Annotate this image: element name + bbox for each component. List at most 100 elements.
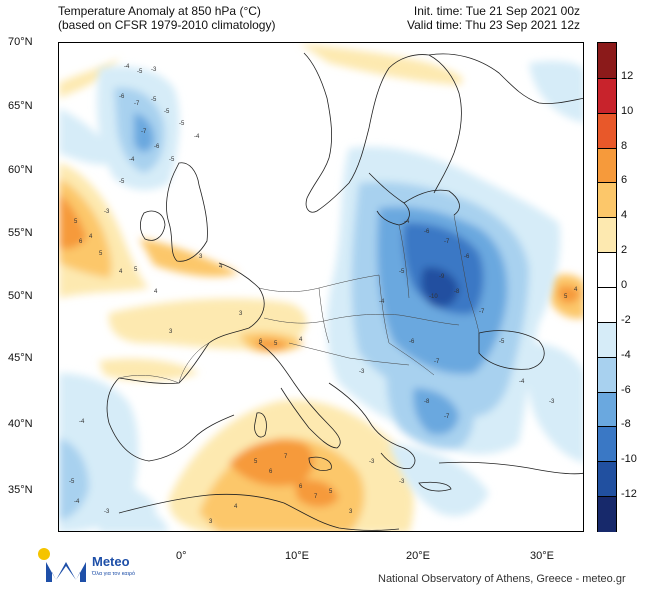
colorbar-segment <box>598 182 616 219</box>
contour-label: -5 <box>179 121 185 127</box>
contour-label: 5 <box>134 267 138 273</box>
colorbar-segment <box>598 287 616 324</box>
lon-label-10e: 10°E <box>285 550 309 562</box>
colorbar-segment <box>598 147 616 184</box>
contour-label: -6 <box>464 254 470 260</box>
contour-label: -4 <box>74 499 80 505</box>
contour-label: 4 <box>89 234 93 240</box>
contour-label: 3 <box>209 519 213 525</box>
colorbar-tick-label: 6 <box>621 174 628 187</box>
contour-label: 6 <box>269 469 273 475</box>
contour-label: -6 <box>119 94 125 100</box>
colorbar-tick-label: -12 <box>621 488 637 501</box>
contour-value-labels: -4 -5 -3 -6 -7 -5 -5 -5 -4 -7 -6 -5 -4 -… <box>69 64 578 525</box>
contour-label: -5 <box>169 157 175 163</box>
colorbar-segment <box>598 461 616 498</box>
contour-label: 4 <box>234 504 238 510</box>
lat-label-60: 60°N <box>8 164 33 176</box>
contour-label: -3 <box>369 459 375 465</box>
contour-label: -5 <box>137 69 143 75</box>
contour-label: -8 <box>424 399 430 405</box>
colorbar-tick-label: 0 <box>621 279 628 291</box>
lat-label-70: 70°N <box>8 36 33 48</box>
colorbar-tick-label: -10 <box>621 453 637 466</box>
contour-label: -6 <box>154 144 160 150</box>
colorbar-segment <box>598 426 616 463</box>
contour-label: -7 <box>141 129 147 135</box>
contour-label: -9 <box>439 274 445 280</box>
contour-label: -4 <box>194 134 200 140</box>
contour-label: -5 <box>151 97 157 103</box>
contour-label: 6 <box>299 484 303 490</box>
contour-label: -4 <box>379 299 385 305</box>
country-borders <box>118 214 480 384</box>
contour-label: -4 <box>79 419 85 425</box>
lat-label-65: 65°N <box>8 100 33 112</box>
colorbar-tick-label: 12 <box>621 69 634 82</box>
contour-label: 4 <box>299 337 303 343</box>
lon-label-20e: 20°E <box>406 550 430 562</box>
contour-label: -5 <box>499 339 505 345</box>
colorbar-segment <box>598 391 616 428</box>
credit-text: National Observatory of Athens, Greece -… <box>378 573 626 585</box>
m-logo-icon <box>46 562 86 582</box>
meteo-logo: Meteo Όλα για τον καιρό <box>36 544 146 584</box>
contour-label: -7 <box>444 414 450 420</box>
contour-label: -4 <box>519 379 525 385</box>
contour-label: -4 <box>129 157 135 163</box>
colorbar-tick-label: -8 <box>621 418 631 431</box>
colorbar-tick-label: -2 <box>621 313 631 326</box>
map-title: Temperature Anomaly at 850 hPa (°C) (bas… <box>58 4 275 32</box>
colorbar-segment <box>598 321 616 359</box>
cold-anomaly-fields <box>59 61 583 531</box>
contour-label: -4 <box>124 64 130 70</box>
contour-label: 3 <box>349 509 353 515</box>
contour-label: 5 <box>99 251 103 257</box>
contour-label: 5 <box>564 294 568 300</box>
contour-label: 4 <box>219 264 223 270</box>
lat-label-45: 45°N <box>8 352 33 364</box>
contour-label: 4 <box>119 269 123 275</box>
logo-name: Meteo <box>92 554 130 569</box>
valid-time: Valid time: Thu 23 Sep 2021 12z <box>406 18 580 32</box>
contour-label: -3 <box>359 369 365 375</box>
colorbar-tick-label: 10 <box>621 104 634 117</box>
colorbar-segment <box>598 496 616 533</box>
contour-label: 5 <box>274 341 278 347</box>
contour-label: -7 <box>444 239 450 245</box>
contour-label: 3 <box>199 254 203 260</box>
contour-label: 6 <box>79 239 83 245</box>
contour-label: -6 <box>409 339 415 345</box>
contour-label: 4 <box>574 287 578 293</box>
colorbar-segment <box>598 77 616 115</box>
lat-label-55: 55°N <box>8 227 33 239</box>
contour-label: -3 <box>399 479 405 485</box>
colorbar-tick-label: 8 <box>621 139 628 152</box>
warm-anomaly-fields <box>59 43 583 531</box>
contour-label: 5 <box>329 489 333 495</box>
contour-label: -3 <box>104 509 110 515</box>
time-info: Init. time: Tue 21 Sep 2021 00z Valid ti… <box>407 4 580 32</box>
map-canvas: -4 -5 -3 -6 -7 -5 -5 -5 -4 -7 -6 -5 -4 -… <box>59 43 583 531</box>
title-line-1: Temperature Anomaly at 850 hPa (°C) <box>58 4 261 18</box>
anomaly-map[interactable]: -4 -5 -3 -6 -7 -5 -5 -5 -4 -7 -6 -5 -4 -… <box>58 42 584 532</box>
contour-label: -8 <box>454 289 460 295</box>
colorbar-segment <box>598 43 616 79</box>
colorbar-tick-label: 2 <box>621 244 628 257</box>
lat-label-50: 50°N <box>8 290 33 302</box>
contour-label: -5 <box>164 109 170 115</box>
contour-label: -7 <box>479 309 485 315</box>
contour-label: 3 <box>239 311 243 317</box>
contour-label: -3 <box>104 209 110 215</box>
contour-label: -4 <box>404 219 410 225</box>
contour-label: -10 <box>429 294 438 300</box>
contour-label: -5 <box>399 269 405 275</box>
contour-label: -3 <box>151 67 157 73</box>
contour-label: 7 <box>284 454 288 460</box>
lon-label-30e: 30°E <box>530 550 554 562</box>
contour-label: 4 <box>154 289 158 295</box>
contour-label: -7 <box>434 359 440 365</box>
colorbar-segment <box>598 217 616 254</box>
lon-label-0: 0° <box>176 550 187 562</box>
contour-label: -6 <box>424 229 430 235</box>
